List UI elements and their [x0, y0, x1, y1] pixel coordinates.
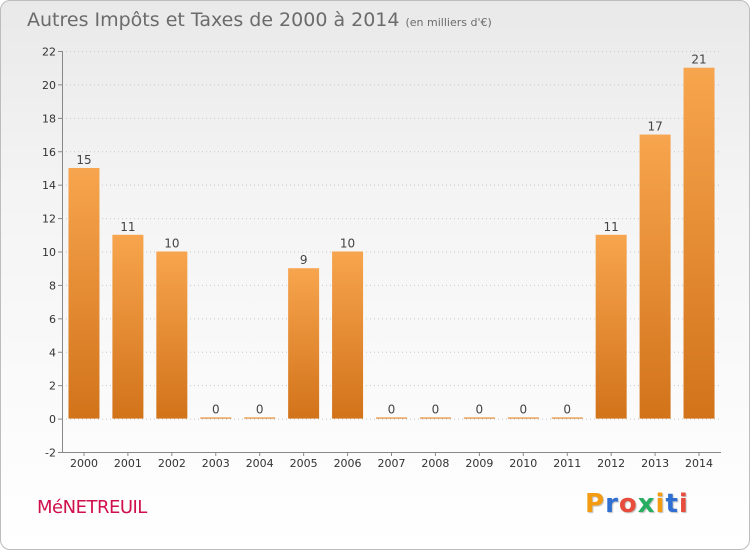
bar [244, 417, 276, 419]
bar [112, 234, 144, 419]
y-tick-label: 6 [49, 313, 56, 326]
bar [595, 234, 627, 419]
bar [463, 417, 495, 419]
y-tick-label: -2 [45, 447, 56, 460]
logo-letter: P [585, 489, 606, 519]
bar-value-label: 15 [76, 153, 91, 167]
x-tick-label: 2000 [70, 457, 98, 470]
bar [376, 417, 407, 419]
bar-value-label: 0 [388, 402, 396, 416]
bar-value-label: 11 [120, 220, 135, 234]
y-tick-label: 20 [42, 79, 56, 92]
bar-value-label: 0 [256, 402, 264, 416]
x-tick-label: 2013 [641, 457, 669, 470]
bar-value-label: 11 [604, 220, 619, 234]
x-tick-label: 2008 [421, 457, 449, 470]
bar [639, 134, 671, 419]
bar [551, 417, 583, 419]
x-tick-label: 2002 [158, 457, 186, 470]
logo-letter: r [605, 489, 619, 519]
y-tick-label: 2 [49, 380, 56, 393]
bar-value-label: 10 [340, 237, 355, 251]
y-tick-label: 18 [42, 112, 56, 125]
bar [200, 417, 232, 419]
bar-value-label: 21 [691, 53, 706, 67]
bar-value-label: 10 [164, 237, 179, 251]
y-tick-label: 0 [49, 413, 56, 426]
bar-value-label: 0 [476, 402, 484, 416]
chart-title-text: Autres Impôts et Taxes de 2000 à 2014 [27, 9, 400, 31]
bar-value-label: 0 [212, 402, 220, 416]
y-tick-label: 12 [42, 213, 56, 226]
commune-name: MéNETREUIL [37, 497, 147, 518]
bar [68, 167, 100, 419]
bar-value-label: 0 [563, 402, 571, 416]
x-tick-label: 2004 [246, 457, 274, 470]
x-tick-label: 2007 [378, 457, 406, 470]
y-tick-label: 8 [49, 279, 56, 292]
x-tick-label: 2006 [334, 457, 362, 470]
logo-letter: x [637, 489, 656, 519]
y-tick-label: 10 [42, 246, 56, 259]
y-tick-label: 16 [42, 146, 56, 159]
x-tick-label: 2010 [509, 457, 537, 470]
bar-value-label: 9 [300, 253, 308, 267]
bar [419, 417, 451, 419]
chart-title: Autres Impôts et Taxes de 2000 à 2014 (en… [27, 9, 492, 31]
bar [507, 417, 539, 419]
bar [683, 67, 715, 419]
x-tick-label: 2011 [553, 457, 581, 470]
y-tick-label: 14 [42, 179, 56, 192]
x-tick-label: 2005 [290, 457, 318, 470]
bar [288, 268, 320, 419]
chart-unit: (en milliers d'€) [405, 16, 492, 29]
proxiti-logo[interactable]: Proxiti [585, 489, 689, 519]
bar-value-label: 0 [519, 402, 527, 416]
x-tick-label: 2012 [597, 457, 625, 470]
logo-letter: t [665, 489, 679, 519]
logo-letter: i [655, 489, 666, 519]
bar-value-label: 0 [432, 402, 440, 416]
bar [332, 251, 364, 419]
x-tick-label: 2014 [685, 457, 713, 470]
bar-value-label: 17 [647, 120, 662, 134]
y-tick-label: 4 [49, 346, 56, 359]
x-tick-label: 2003 [202, 457, 230, 470]
y-tick-label: 22 [42, 46, 56, 59]
logo-letter: i [678, 489, 689, 519]
x-tick-label: 2009 [465, 457, 493, 470]
bar [156, 251, 188, 419]
logo-letter: o [618, 489, 638, 519]
x-tick-label: 2001 [114, 457, 142, 470]
